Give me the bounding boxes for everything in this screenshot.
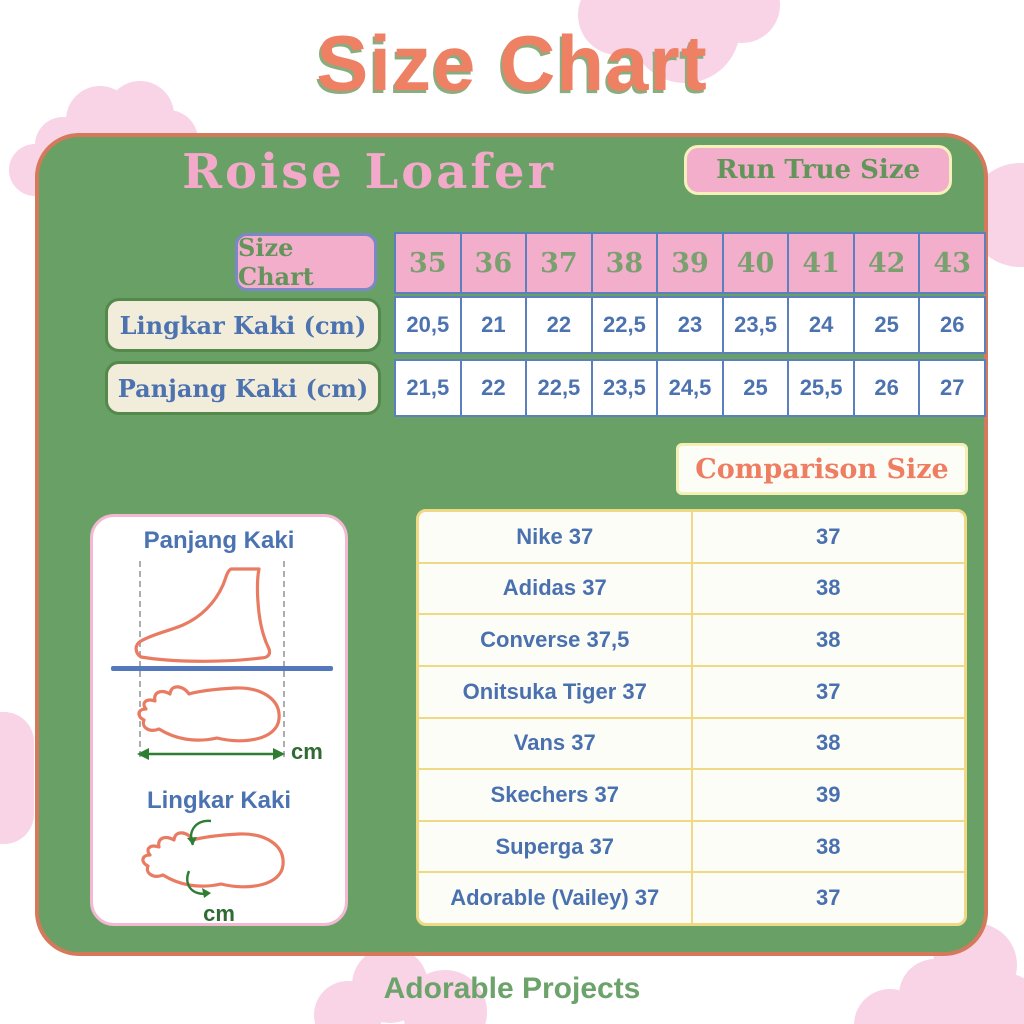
comparison-brand-cell: Superga 37 [419, 821, 691, 872]
row-label-lingkar-kaki: Lingkar Kaki (cm) [105, 298, 381, 352]
size-header-cell: 38 [592, 234, 657, 292]
comparison-row: Converse 37,5 38 [419, 615, 964, 665]
panjang-kaki-value-cell: 26 [854, 361, 919, 415]
size-header-cell: 37 [527, 234, 591, 292]
footer-brand: Adorable Projects [383, 972, 641, 1005]
lingkar-kaki-row: 20,5 21 22 22,5 23 23,5 24 25 26 [394, 296, 986, 354]
panjang-kaki-value-cell: 22,5 [527, 361, 591, 415]
comparison-size-cell: 37 [692, 873, 964, 923]
size-header-cell: 36 [461, 234, 526, 292]
girth-guide-title: Lingkar Kaki [146, 787, 292, 814]
size-header-cell: 42 [854, 234, 919, 292]
comparison-brand-cell: Vans 37 [419, 718, 691, 769]
panjang-kaki-value-cell: 21,5 [396, 361, 460, 415]
panjang-kaki-value-cell: 27 [920, 361, 984, 415]
panjang-kaki-value-cell: 24,5 [658, 361, 722, 415]
comparison-size-cell: 37 [692, 666, 964, 717]
lingkar-kaki-value-cell: 20,5 [396, 298, 460, 352]
comparison-brand-cell: Nike 37 [419, 512, 691, 562]
comparison-size-cell: 38 [692, 563, 964, 614]
main-panel: Roise Loafer Run True Size Size Chart 35… [35, 133, 988, 956]
length-arrow-icon [137, 748, 285, 760]
comparison-size-badge: Comparison Size [676, 443, 968, 495]
comparison-table: Nike 37 37 Adidas 37 38 Converse 37,5 38… [416, 509, 967, 926]
size-header-cell: 35 [396, 234, 460, 292]
dashed-guide-line-left [139, 561, 141, 757]
comparison-size-cell: 38 [692, 615, 964, 665]
dashed-guide-line-right [283, 561, 285, 757]
comparison-size-cell: 37 [692, 512, 964, 562]
comparison-row: Adidas 37 38 [419, 563, 964, 614]
comparison-brand-cell: Converse 37,5 [419, 615, 691, 665]
lingkar-kaki-value-cell: 26 [920, 298, 984, 352]
lingkar-kaki-value-cell: 24 [789, 298, 853, 352]
row-label-panjang-kaki: Panjang Kaki (cm) [105, 361, 381, 415]
comparison-size-cell: 38 [692, 718, 964, 769]
comparison-size-cell: 38 [692, 821, 964, 872]
lingkar-kaki-value-cell: 23,5 [723, 298, 788, 352]
comparison-row: Onitsuka Tiger 37 37 [419, 666, 964, 717]
comparison-row: Nike 37 37 [419, 512, 964, 562]
size-header-cell: 43 [920, 234, 984, 292]
page-title: Size Chart [316, 19, 708, 107]
comparison-row: Vans 37 38 [419, 718, 964, 769]
comparison-brand-cell: Adidas 37 [419, 563, 691, 614]
panjang-kaki-value-cell: 23,5 [592, 361, 657, 415]
size-chart-corner-badge: Size Chart [235, 233, 377, 291]
comparison-row: Superga 37 38 [419, 821, 964, 872]
comparison-brand-cell: Skechers 37 [419, 770, 691, 820]
length-guide-title: Panjang Kaki [143, 527, 295, 554]
size-header-cell: 39 [658, 234, 722, 292]
comparison-size-cell: 39 [692, 770, 964, 820]
measure-guide-panel: Panjang Kaki cm Lingkar Kaki [90, 514, 348, 926]
lingkar-kaki-value-cell: 22 [527, 298, 591, 352]
comparison-brand-cell: Adorable (Vailey) 37 [419, 873, 691, 923]
comparison-row: Adorable (Vailey) 37 37 [419, 873, 964, 923]
length-unit-label: cm [291, 739, 323, 764]
size-header-cell: 40 [723, 234, 788, 292]
lingkar-kaki-value-cell: 23 [658, 298, 722, 352]
lingkar-kaki-value-cell: 21 [461, 298, 526, 352]
panjang-kaki-value-cell: 25,5 [789, 361, 853, 415]
foot-side-outline-icon [134, 567, 272, 663]
panjang-kaki-row: 21,5 22 22,5 23,5 24,5 25 25,5 26 27 [394, 359, 986, 417]
foot-girth-outline-icon [141, 819, 285, 898]
girth-unit-label: cm [203, 901, 235, 926]
panjang-kaki-value-cell: 25 [723, 361, 788, 415]
baseline-line [111, 666, 333, 671]
comparison-brand-cell: Onitsuka Tiger 37 [419, 666, 691, 717]
lingkar-kaki-value-cell: 22,5 [592, 298, 657, 352]
comparison-row: Skechers 37 39 [419, 770, 964, 820]
size-header-row: 35 36 37 38 39 40 41 42 43 [394, 232, 986, 294]
fit-badge: Run True Size [684, 145, 952, 195]
panjang-kaki-value-cell: 22 [461, 361, 526, 415]
lingkar-kaki-value-cell: 25 [854, 298, 919, 352]
foot-top-outline-icon [137, 685, 281, 743]
product-name: Roise Loafer [182, 144, 556, 200]
size-header-cell: 41 [789, 234, 853, 292]
